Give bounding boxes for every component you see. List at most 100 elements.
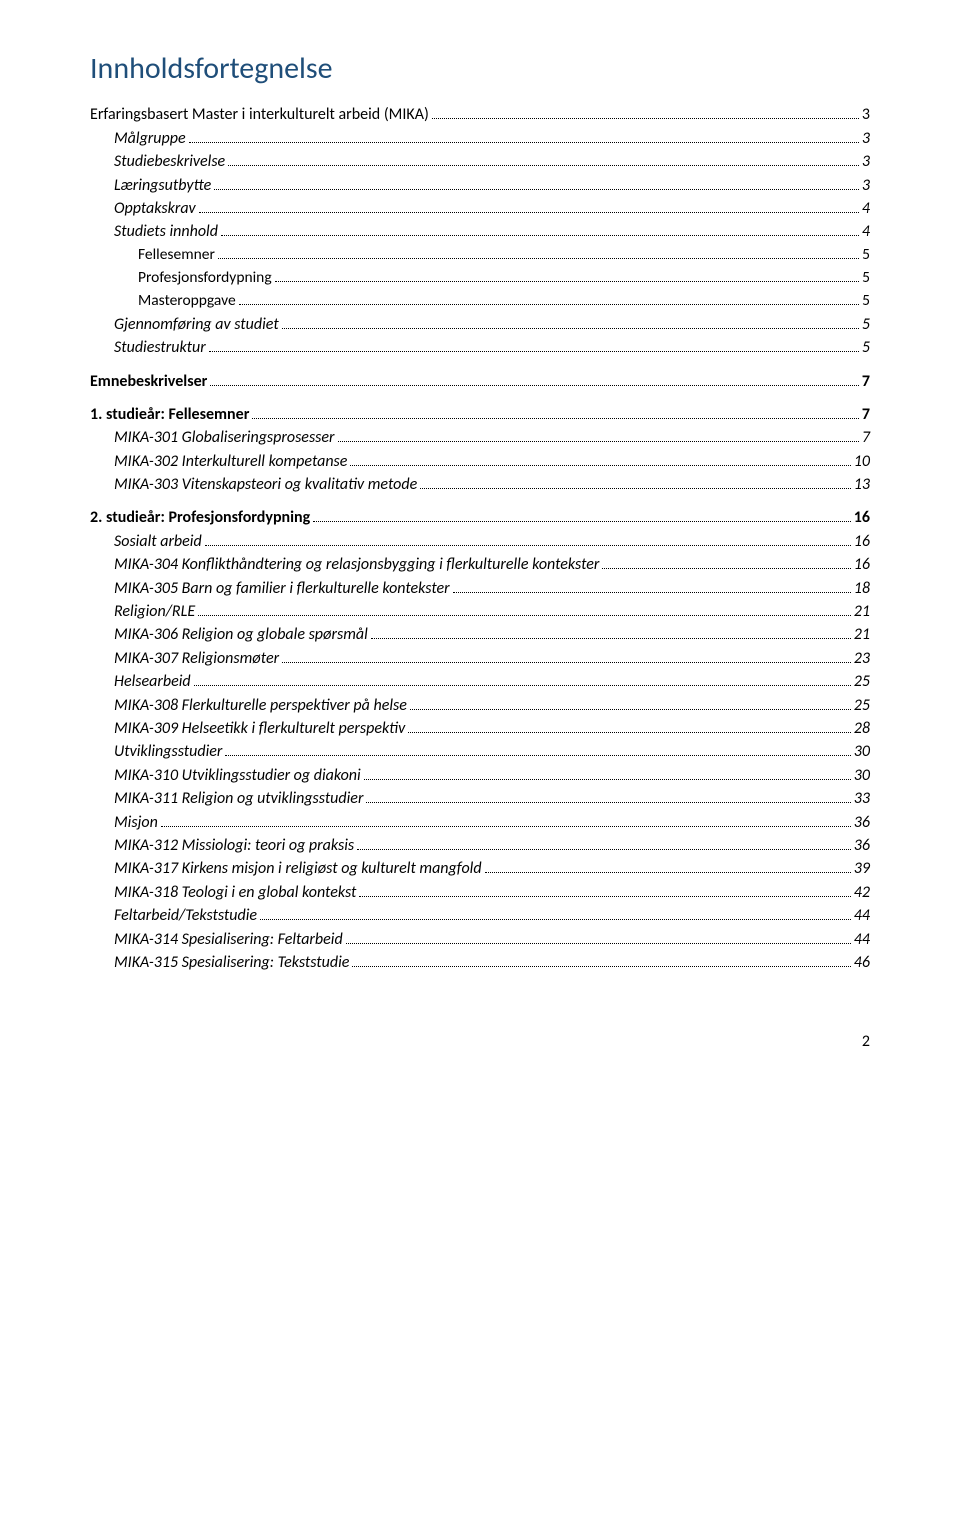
toc-entry[interactable]: MIKA-304 Konflikthåndtering og relasjons… xyxy=(90,555,870,574)
toc-entry[interactable]: Gjennomføring av studiet5 xyxy=(90,314,870,333)
toc-entry[interactable]: Emnebeskrivelser 7 xyxy=(90,371,870,390)
toc-page-number: 30 xyxy=(854,766,870,785)
toc-entry[interactable]: MIKA-311 Religion og utviklingsstudier 33 xyxy=(90,789,870,808)
toc-entry[interactable]: 2. studieår: Profesjonsfordypning16 xyxy=(90,508,870,527)
toc-entry[interactable]: MIKA-315 Spesialisering: Tekststudie46 xyxy=(90,953,870,972)
toc-entry[interactable]: Helsearbeid25 xyxy=(90,672,870,691)
toc-page-number: 18 xyxy=(854,579,870,598)
toc-leader-dots xyxy=(205,531,851,545)
toc-label: MIKA-305 Barn og familier i flerkulturel… xyxy=(114,579,450,598)
toc-entry[interactable]: Masteroppgave5 xyxy=(90,291,870,310)
toc-leader-dots xyxy=(485,859,851,873)
toc-page-number: 5 xyxy=(862,245,870,264)
toc-page-number: 5 xyxy=(862,268,870,287)
toc-label: MIKA-312 Missiologi: teori og praksis xyxy=(114,836,354,855)
toc-label: MIKA-315 Spesialisering: Tekststudie xyxy=(114,953,349,972)
toc-page-number: 23 xyxy=(854,649,870,668)
toc-entry[interactable]: MIKA-306 Religion og globale spørsmål21 xyxy=(90,625,870,644)
toc-label: Studiestruktur xyxy=(114,338,206,357)
toc-label: Fellesemner xyxy=(138,245,215,264)
toc-leader-dots xyxy=(453,578,851,592)
toc-leader-dots xyxy=(199,199,859,213)
toc-leader-dots xyxy=(214,175,859,189)
toc-leader-dots xyxy=(260,906,851,920)
toc-label: MIKA-310 Utviklingsstudier og diakoni xyxy=(114,766,361,785)
toc-label: MIKA-306 Religion og globale spørsmål xyxy=(114,625,368,644)
toc-page-number: 3 xyxy=(862,129,870,148)
toc-entry[interactable]: MIKA-305 Barn og familier i flerkulturel… xyxy=(90,578,870,597)
toc-label: MIKA-302 Interkulturell kompetanse xyxy=(114,452,347,471)
toc-entry[interactable]: Feltarbeid/Tekststudie44 xyxy=(90,906,870,925)
toc-label: Emnebeskrivelser xyxy=(90,372,207,391)
toc-entry[interactable]: Religion/RLE21 xyxy=(90,602,870,621)
toc-leader-dots xyxy=(282,314,859,328)
page-title: Innholdsfortegnelse xyxy=(90,50,870,87)
toc-page-number: 33 xyxy=(854,789,870,808)
toc-entry[interactable]: MIKA-309 Helseetikk i flerkulturelt pers… xyxy=(90,719,870,738)
toc-page-number: 16 xyxy=(854,532,870,551)
toc-entry[interactable]: Sosialt arbeid16 xyxy=(90,531,870,550)
toc-leader-dots xyxy=(338,428,859,442)
toc-leader-dots xyxy=(194,672,851,686)
toc-page-number: 3 xyxy=(862,176,870,195)
toc-entry[interactable]: MIKA-317 Kirkens misjon i religiøst og k… xyxy=(90,859,870,878)
toc-entry[interactable]: MIKA-318 Teologi i en global kontekst42 xyxy=(90,882,870,901)
toc-entry[interactable]: MIKA-308 Flerkulturelle perspektiver på … xyxy=(90,695,870,714)
toc-entry[interactable]: Læringsutbytte 3 xyxy=(90,175,870,194)
toc-label: 2. studieår: Profesjonsfordypning xyxy=(90,508,310,527)
toc-page-number: 7 xyxy=(862,428,870,447)
toc-leader-dots xyxy=(221,222,859,236)
toc-entry[interactable]: Studiebeskrivelse3 xyxy=(90,152,870,171)
toc-label: MIKA-317 Kirkens misjon i religiøst og k… xyxy=(114,859,482,878)
toc-leader-dots xyxy=(209,338,859,352)
toc-leader-dots xyxy=(410,695,851,709)
toc-page-number: 44 xyxy=(854,930,870,949)
toc-page-number: 28 xyxy=(854,719,870,738)
toc-leader-dots xyxy=(275,268,860,282)
toc-leader-dots xyxy=(366,789,850,803)
toc-label: Masteroppgave xyxy=(138,291,236,310)
toc-entry[interactable]: Målgruppe3 xyxy=(90,128,870,147)
toc-entry[interactable]: Fellesemner 5 xyxy=(90,245,870,264)
toc-entry[interactable]: Utviklingsstudier30 xyxy=(90,742,870,761)
toc-label: MIKA-303 Vitenskapsteori og kvalitativ m… xyxy=(114,475,417,494)
toc-leader-dots xyxy=(239,291,859,305)
toc-entry[interactable]: MIKA-302 Interkulturell kompetanse10 xyxy=(90,451,870,470)
toc-label: Opptakskrav xyxy=(114,199,196,218)
toc-page-number: 16 xyxy=(854,555,870,574)
toc-leader-dots xyxy=(359,882,850,896)
page-number: 2 xyxy=(90,1032,870,1051)
toc-leader-dots xyxy=(371,625,851,639)
toc-entry[interactable]: Misjon36 xyxy=(90,812,870,831)
toc-leader-dots xyxy=(346,929,851,943)
toc-label: MIKA-311 Religion og utviklingsstudier xyxy=(114,789,363,808)
toc-entry[interactable]: Opptakskrav4 xyxy=(90,199,870,218)
toc-leader-dots xyxy=(432,105,859,119)
toc-leader-dots xyxy=(218,245,859,259)
toc-label: MIKA-314 Spesialisering: Feltarbeid xyxy=(114,930,343,949)
toc-leader-dots xyxy=(408,719,851,733)
toc-label: Læringsutbytte xyxy=(114,176,211,195)
toc-page-number: 42 xyxy=(854,883,870,902)
toc-entry[interactable]: Studiets innhold4 xyxy=(90,222,870,241)
toc-entry[interactable]: MIKA-312 Missiologi: teori og praksis36 xyxy=(90,836,870,855)
toc-entry[interactable]: MIKA-303 Vitenskapsteori og kvalitativ m… xyxy=(90,475,870,494)
toc-entry[interactable]: MIKA-310 Utviklingsstudier og diakoni 30 xyxy=(90,765,870,784)
toc-leader-dots xyxy=(420,475,851,489)
toc-leader-dots xyxy=(161,812,851,826)
toc-entry[interactable]: MIKA-314 Spesialisering: Feltarbeid 44 xyxy=(90,929,870,948)
toc-entry[interactable]: MIKA-301 Globaliseringsprosesser7 xyxy=(90,428,870,447)
toc-entry[interactable]: 1. studieår: Fellesemner7 xyxy=(90,405,870,424)
toc-label: Erfaringsbasert Master i interkulturelt … xyxy=(90,105,429,124)
toc-entry[interactable]: MIKA-307 Religionsmøter 23 xyxy=(90,648,870,667)
toc-label: MIKA-307 Religionsmøter xyxy=(114,649,279,668)
toc-label: MIKA-309 Helseetikk i flerkulturelt pers… xyxy=(114,719,405,738)
toc-entry[interactable]: Studiestruktur5 xyxy=(90,338,870,357)
toc-page-number: 3 xyxy=(862,105,870,124)
toc-page-number: 5 xyxy=(862,315,870,334)
toc-label: 1. studieår: Fellesemner xyxy=(90,405,249,424)
toc-page-number: 7 xyxy=(862,372,870,391)
toc-label: MIKA-308 Flerkulturelle perspektiver på … xyxy=(114,696,407,715)
toc-entry[interactable]: Profesjonsfordypning5 xyxy=(90,268,870,287)
toc-entry[interactable]: Erfaringsbasert Master i interkulturelt … xyxy=(90,105,870,124)
